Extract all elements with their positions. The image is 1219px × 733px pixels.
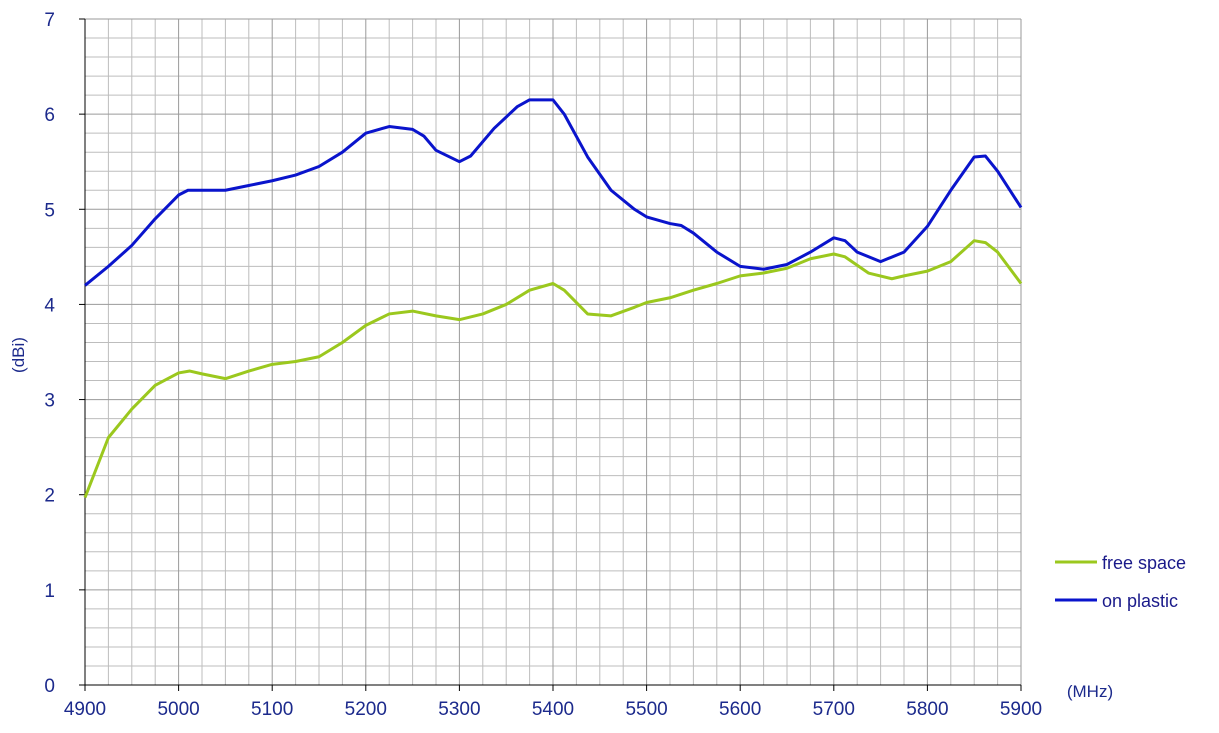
legend-label: free space <box>1102 553 1186 573</box>
x-tick-label: 5300 <box>438 699 480 720</box>
x-tick-label: 5800 <box>906 699 948 720</box>
x-axis-label: (MHz) <box>1067 682 1113 701</box>
y-tick-label: 5 <box>44 200 55 221</box>
line-series <box>83 239 1023 499</box>
x-tick-label: 5000 <box>157 699 199 720</box>
y-tick-label: 3 <box>44 391 55 412</box>
y-tick-label: 1 <box>44 581 55 602</box>
y-axis-label: (dBi) <box>9 337 28 373</box>
x-tick-label: 5200 <box>345 699 387 720</box>
y-tick-label: 4 <box>44 295 55 316</box>
x-tick-label: 5100 <box>251 699 293 720</box>
x-tick-label: 5600 <box>719 699 761 720</box>
x-tick-label: 5500 <box>625 699 667 720</box>
x-tick-label: 5700 <box>813 699 855 720</box>
y-tick-label: 7 <box>44 10 55 31</box>
y-tick-label: 0 <box>44 676 55 697</box>
y-tick-label: 2 <box>44 486 55 507</box>
x-tick-label: 5400 <box>532 699 574 720</box>
line-series <box>84 98 1023 287</box>
x-tick-label: 4900 <box>64 699 106 720</box>
x-tick-label: 5900 <box>1000 699 1042 720</box>
y-tick-label: 6 <box>44 105 55 126</box>
legend-label: on plastic <box>1102 591 1178 611</box>
